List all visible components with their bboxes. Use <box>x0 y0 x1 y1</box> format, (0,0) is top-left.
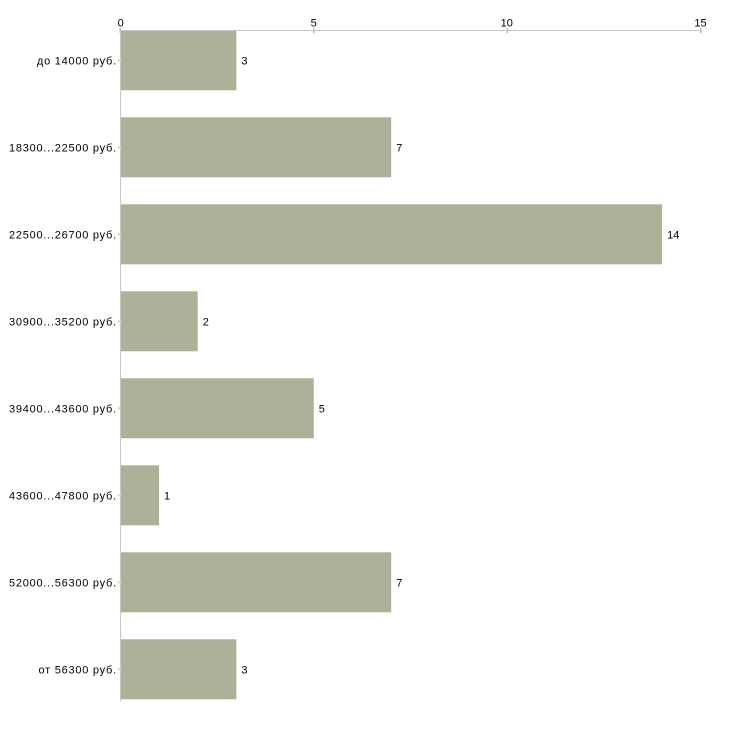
svg-text:15: 15 <box>694 17 706 29</box>
svg-text:52000...56300 руб.: 52000...56300 руб. <box>9 577 117 589</box>
svg-text:7: 7 <box>396 578 402 590</box>
svg-text:39400...43600 руб.: 39400...43600 руб. <box>9 403 117 415</box>
svg-text:30900...35200 руб.: 30900...35200 руб. <box>9 316 117 328</box>
svg-text:43600...47800 руб.: 43600...47800 руб. <box>9 490 117 502</box>
svg-text:18300...22500 руб.: 18300...22500 руб. <box>9 142 117 154</box>
svg-text:2: 2 <box>203 317 209 329</box>
svg-text:до 14000 руб.: до 14000 руб. <box>37 55 117 67</box>
svg-text:10: 10 <box>501 17 513 29</box>
svg-text:3: 3 <box>241 665 247 677</box>
svg-text:1: 1 <box>164 491 170 503</box>
svg-text:5: 5 <box>319 404 325 416</box>
svg-text:22500...26700 руб.: 22500...26700 руб. <box>9 229 117 241</box>
svg-text:14: 14 <box>667 230 679 242</box>
svg-text:0: 0 <box>118 17 124 29</box>
svg-text:5: 5 <box>311 17 317 29</box>
svg-text:от 56300 руб.: от 56300 руб. <box>39 664 117 676</box>
svg-text:7: 7 <box>396 143 402 155</box>
svg-text:3: 3 <box>241 56 247 68</box>
